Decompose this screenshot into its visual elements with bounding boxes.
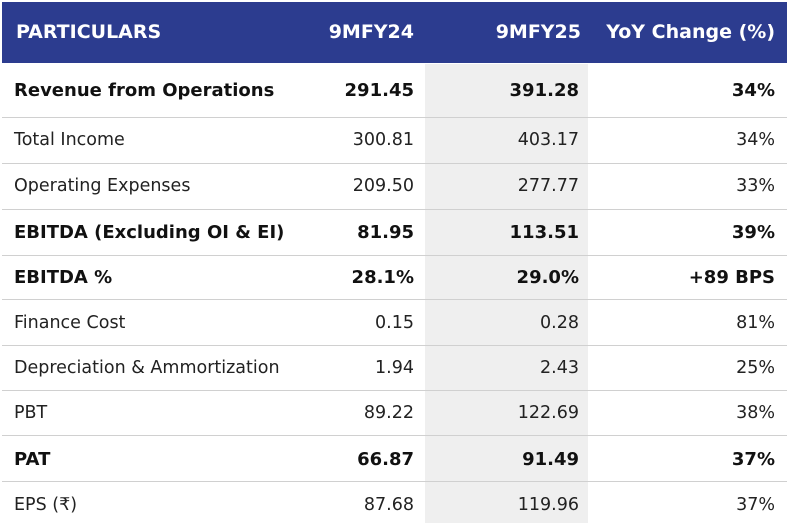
row-label: Revenue from Operations <box>14 80 275 101</box>
row-value-9mfy25: 2.43 <box>540 358 579 378</box>
table-row-ebitda: EBITDA (Excluding OI & EI) 81.95 113.51 … <box>2 210 787 256</box>
row-value-9mfy25: 29.0% <box>516 267 579 288</box>
row-label: EBITDA % <box>14 267 113 288</box>
header-9mfy25: 9MFY25 <box>495 21 581 43</box>
header-9mfy24: 9MFY24 <box>328 21 414 43</box>
table-row-ebitda-percent: EBITDA % 28.1% 29.0% +89 BPS <box>2 256 787 300</box>
table-row-operating-expenses: Operating Expenses 209.50 277.77 33% <box>2 164 787 210</box>
row-value-9mfy25: 122.69 <box>517 403 579 423</box>
row-value-9mfy24: 300.81 <box>352 130 414 150</box>
table-row-pat: PAT 66.87 91.49 37% <box>2 436 787 482</box>
table-header: PARTICULARS 9MFY24 9MFY25 YoY Change (%) <box>2 2 787 63</box>
row-value-9mfy24: 66.87 <box>357 449 414 470</box>
row-label: EBITDA (Excluding OI & EI) <box>14 222 285 243</box>
header-yoy-change: YoY Change (%) <box>606 21 775 43</box>
row-value-9mfy25: 403.17 <box>517 130 579 150</box>
row-label: Total Income <box>14 130 125 150</box>
table-row-total-income: Total Income 300.81 403.17 34% <box>2 118 787 164</box>
row-value-9mfy25: 91.49 <box>522 449 579 470</box>
row-label: Finance Cost <box>14 313 126 333</box>
row-value-9mfy24: 209.50 <box>352 176 414 196</box>
row-value-yoy: 38% <box>736 403 775 423</box>
table-row-finance-cost: Finance Cost 0.15 0.28 81% <box>2 300 787 346</box>
header-particulars: PARTICULARS <box>16 21 162 43</box>
row-value-yoy: 37% <box>731 449 775 470</box>
row-value-9mfy24: 28.1% <box>351 267 414 288</box>
row-label: Operating Expenses <box>14 176 191 196</box>
table-row-pbt: PBT 89.22 122.69 38% <box>2 391 787 436</box>
row-value-9mfy24: 81.95 <box>357 222 414 243</box>
row-value-9mfy24: 0.15 <box>375 313 414 333</box>
row-value-yoy: 33% <box>736 176 775 196</box>
table-row-eps: EPS (₹) 87.68 119.96 37% <box>2 482 787 523</box>
row-value-9mfy24: 87.68 <box>363 495 414 515</box>
row-value-9mfy24: 291.45 <box>344 80 414 101</box>
row-value-9mfy25: 113.51 <box>509 222 579 243</box>
highlight-column-9mfy25 <box>425 64 588 523</box>
table-row-depreciation: Depreciation & Ammortization 1.94 2.43 2… <box>2 346 787 391</box>
row-value-yoy: 34% <box>736 130 775 150</box>
row-value-yoy: 34% <box>731 80 775 101</box>
row-label: PAT <box>14 449 51 470</box>
row-value-yoy: 37% <box>736 495 775 515</box>
row-value-yoy: 25% <box>736 358 775 378</box>
row-value-9mfy24: 89.22 <box>363 403 414 423</box>
row-value-9mfy25: 277.77 <box>517 176 579 196</box>
row-label: Depreciation & Ammortization <box>14 358 280 378</box>
row-label: PBT <box>14 403 48 423</box>
row-value-yoy: +89 BPS <box>688 267 775 288</box>
row-label: EPS (₹) <box>14 495 78 515</box>
row-value-9mfy25: 119.96 <box>517 495 579 515</box>
row-value-9mfy25: 0.28 <box>540 313 579 333</box>
row-value-yoy: 81% <box>736 313 775 333</box>
table-row-revenue: Revenue from Operations 291.45 391.28 34… <box>2 64 787 118</box>
row-value-9mfy24: 1.94 <box>375 358 414 378</box>
row-value-9mfy25: 391.28 <box>509 80 579 101</box>
row-value-yoy: 39% <box>731 222 775 243</box>
